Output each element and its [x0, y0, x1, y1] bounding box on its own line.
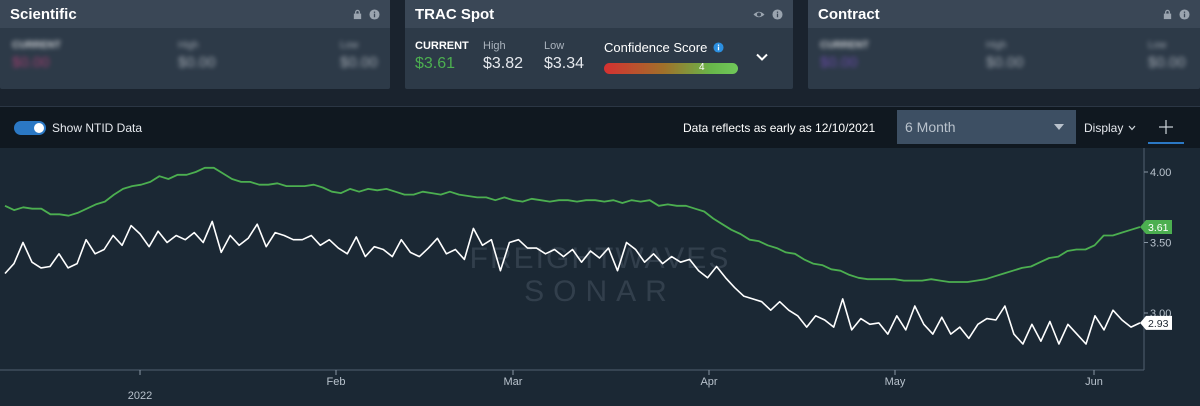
ntid-toggle-label[interactable]: Show NTID Data: [52, 121, 143, 135]
value-tag-shape: [1140, 219, 1172, 234]
x-tick-label: Mar: [504, 376, 523, 388]
crosshair-button[interactable]: [1148, 110, 1184, 144]
range-select[interactable]: 6 Month: [897, 110, 1076, 144]
scientific-high-label: High: [178, 40, 199, 51]
y-tick-label: 4.00: [1150, 167, 1171, 179]
trac-high: High $3.82: [483, 40, 523, 73]
chevron-down-icon[interactable]: [755, 50, 769, 64]
y-tick-label: 3.50: [1150, 238, 1171, 250]
trac-current-value: $3.61: [415, 55, 456, 72]
trac-high-value: $3.82: [483, 55, 524, 72]
price-chart[interactable]: FREIGHTWAVES SONAR 4.00 3.50 3.00 2022 Feb Ma…: [0, 148, 1200, 406]
x-tick-label: May: [885, 376, 906, 388]
ntid-last-value-tag: 2.93: [1140, 315, 1172, 330]
contract-high: High $0.00: [986, 40, 1024, 71]
scientific-current-label: CURRENT: [12, 40, 61, 51]
scientific-current-value: $0.00: [12, 54, 50, 71]
contract-high-label: High: [986, 40, 1007, 51]
contract-low-label: Low: [1148, 40, 1167, 51]
crosshair-icon: [1159, 120, 1173, 134]
contract-low: Low $0.00: [1148, 40, 1186, 71]
confidence-score-label: Confidence Score: [604, 40, 708, 55]
contract-current-value: $0.00: [820, 54, 858, 71]
trac-high-label: High: [483, 40, 506, 52]
trac-low: Low $3.34: [544, 40, 584, 73]
info-icon[interactable]: [772, 8, 783, 20]
scientific-high: High $0.00: [178, 40, 216, 71]
contract-current: CURRENT $0.00: [820, 40, 869, 71]
watermark: FREIGHTWAVES SONAR: [470, 242, 729, 308]
data-availability-note: Data reflects as early as 12/10/2021: [683, 121, 876, 135]
info-icon[interactable]: [713, 42, 724, 53]
scientific-card-header: Scientific: [0, 0, 390, 28]
eye-icon[interactable]: [752, 9, 766, 20]
info-icon[interactable]: [369, 8, 380, 20]
trac-low-value: $3.34: [544, 55, 585, 72]
scientific-low-value: $0.00: [340, 54, 378, 71]
x-tick-label: Apr: [700, 376, 717, 388]
caret-down-icon: [1054, 124, 1064, 130]
contract-card: Contract CURRENT $0.00 High $0.00 Low $0…: [808, 0, 1200, 89]
contract-card-header: Contract: [808, 0, 1200, 28]
scientific-low-label: Low: [340, 40, 359, 51]
confidence-score: Confidence Score 4: [604, 40, 740, 74]
trac-low-label: Low: [544, 40, 565, 52]
display-button-label: Display: [1084, 121, 1124, 135]
chevron-down-icon: [1128, 125, 1136, 131]
chart-toolbar: Show NTID Data Data reflects as early as…: [0, 106, 1200, 148]
value-tag-label: 3.61: [1148, 222, 1169, 234]
scientific-high-value: $0.00: [178, 54, 216, 71]
value-tag-shape: [1140, 315, 1172, 330]
range-select-value: 6 Month: [905, 119, 956, 135]
ntid-toggle[interactable]: [14, 121, 46, 135]
trac-card-header: TRAC Spot: [405, 0, 793, 28]
ntid-line[interactable]: [4, 220, 1141, 345]
contract-high-value: $0.00: [986, 54, 1024, 71]
trac-spot-line[interactable]: [4, 166, 1141, 283]
info-icon[interactable]: [1179, 8, 1190, 20]
scientific-card-title: Scientific: [10, 5, 77, 23]
watermark-line2: SONAR: [524, 275, 676, 308]
scientific-current: CURRENT $0.00: [12, 40, 61, 71]
scientific-card: Scientific CURRENT $0.00 High $0.00 Low …: [0, 0, 390, 89]
toggle-knob: [34, 123, 44, 133]
confidence-score-bar: 4: [604, 62, 738, 74]
contract-card-title: Contract: [818, 5, 880, 23]
value-tag-label: 2.93: [1148, 318, 1169, 330]
confidence-score-value: 4: [699, 62, 705, 73]
lock-icon[interactable]: [1162, 9, 1173, 20]
x-tick-label: Feb: [327, 376, 346, 388]
scientific-low: Low $0.00: [340, 40, 378, 71]
contract-low-value: $0.00: [1148, 54, 1186, 71]
contract-current-label: CURRENT: [820, 40, 869, 51]
trac-current-label: CURRENT: [415, 40, 469, 52]
trac-card-title: TRAC Spot: [415, 5, 495, 23]
x-tick-label: Jun: [1085, 376, 1103, 388]
lock-icon[interactable]: [352, 9, 363, 20]
display-button[interactable]: Display: [1084, 121, 1136, 135]
trac-last-value-tag: 3.61: [1140, 219, 1172, 234]
x-tick-label: 2022: [128, 390, 152, 402]
trac-spot-card: TRAC Spot CURRENT $3.61 High $3.82 Low $…: [405, 0, 793, 89]
metric-cards: Scientific CURRENT $0.00 High $0.00 Low …: [0, 0, 1200, 96]
trac-current: CURRENT $3.61: [415, 40, 469, 73]
